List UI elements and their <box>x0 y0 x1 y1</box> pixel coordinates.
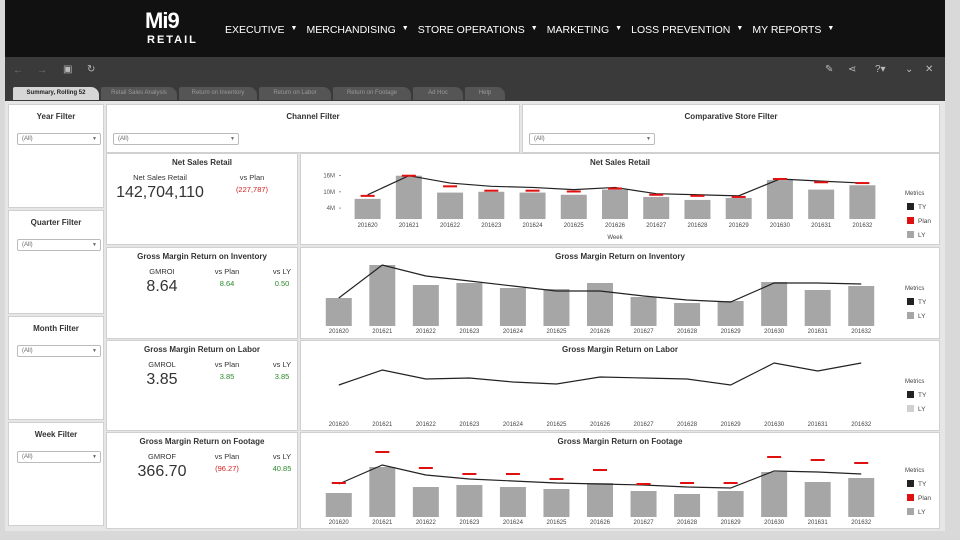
nav-menu[interactable]: MY REPORTS <box>752 24 822 36</box>
logo[interactable]: Mi9 <box>145 8 180 33</box>
back-icon[interactable]: ← <box>13 65 23 76</box>
dropdown[interactable]: (All) <box>17 345 101 357</box>
panel: Gross Margin Return on Footage GMROF 366.7… <box>106 432 298 529</box>
tab[interactable]: Summary, Rolling 52 <box>13 87 99 100</box>
filter-title: Week Filter <box>34 430 78 439</box>
kpi-delta: 14,033 <box>285 185 297 194</box>
filter-title: Quarter Filter <box>30 218 82 227</box>
kpi-label: vs Plan <box>214 452 240 461</box>
tab[interactable]: Return on Labor <box>259 87 331 100</box>
filter-title: Month Filter <box>33 324 79 333</box>
menu-caret: ▼ <box>827 25 835 32</box>
kpi-label: vs LY <box>272 452 292 461</box>
kpi-label: vs LY <box>272 360 292 369</box>
close-icon[interactable]: ✕ <box>925 64 934 75</box>
save-icon[interactable]: ▣ <box>63 64 73 75</box>
toolbar: ← → ▣ ↻ ✎ ⋖ ?▾ ⌄ ✕ <box>5 57 945 85</box>
edit-icon[interactable]: ✎ <box>825 64 834 75</box>
dropdown-caret: ▼ <box>92 136 97 142</box>
panel: Quarter Filter (All) ▼ <box>8 210 104 314</box>
panel: Gross Margin Return on Labor <box>300 340 940 431</box>
kpi-label: vs Plan <box>239 173 265 182</box>
kpi-value: 3.85 <box>146 371 178 388</box>
filter-title: Year Filter <box>36 112 76 121</box>
panel: Gross Margin Return on Labor GMROL 3.85 vs … <box>106 340 298 431</box>
dropdown[interactable]: (All) <box>17 451 101 463</box>
logo-sub: RETAIL <box>147 34 198 46</box>
nav-menu[interactable]: MERCHANDISING <box>306 24 396 36</box>
menu-caret: ▼ <box>615 25 623 32</box>
panel: Year Filter (All) ▼ <box>8 104 104 208</box>
kpi-delta: 3.85 <box>219 372 235 381</box>
kpi-delta: 0.50 <box>274 279 290 288</box>
kpi-title: Net Sales Retail <box>171 158 233 167</box>
panel: Net Sales Retail <box>300 153 940 245</box>
filter-title: Channel Filter <box>286 112 340 121</box>
kpi-title: Gross Margin Return on Inventory <box>137 252 267 261</box>
kpi-label: GMROF <box>148 452 176 461</box>
nav-menu[interactable]: EXECUTIVE <box>225 24 285 36</box>
collapse-icon[interactable]: ⌄ <box>905 64 914 75</box>
kpi-title: Gross Margin Return on Footage <box>139 437 265 446</box>
tab[interactable]: Return on Inventory <box>179 87 257 100</box>
dropdown-caret: ▼ <box>230 136 235 142</box>
chart-title: Gross Margin Return on Labor <box>561 345 678 354</box>
kpi-label: vs LY <box>285 173 297 182</box>
chart-title: Gross Margin Return on Inventory <box>555 252 685 261</box>
kpi-delta: (227,787) <box>235 185 269 194</box>
panel: Gross Margin Return on Footage <box>300 432 940 529</box>
kpi-label: vs LY <box>272 267 292 276</box>
kpi-value: 8.64 <box>146 278 178 295</box>
forward-icon[interactable]: → <box>37 65 47 76</box>
kpi-label: vs Plan <box>214 360 240 369</box>
tab-bar: Summary, Rolling 52 Retail Sales Analysis… <box>5 85 945 101</box>
help-icon[interactable]: ?▾ <box>875 64 886 75</box>
kpi-label: GMROI <box>149 267 175 276</box>
tab[interactable]: Ad Hoc <box>413 87 463 100</box>
dropdown[interactable]: (All) <box>529 133 655 145</box>
panel: Gross Margin Return on Inventory GMROI 8.6… <box>106 247 298 339</box>
menu-caret: ▼ <box>530 25 538 32</box>
top-nav: Mi9 RETAIL EXECUTIVE ▼ MERCHANDISING ▼ STORE… <box>5 0 945 57</box>
kpi-delta: (96.27) <box>215 464 239 473</box>
tab[interactable]: Help <box>465 87 505 100</box>
kpi-delta: 3.85 <box>274 372 290 381</box>
dropdown-caret: ▼ <box>92 454 97 460</box>
kpi-label: Net Sales Retail <box>133 173 187 182</box>
nav-menu[interactable]: LOSS PREVENTION <box>631 24 731 36</box>
kpi-delta: 40.85 <box>272 464 292 473</box>
tab[interactable]: Return on Footage <box>333 87 411 100</box>
dropdown-caret: ▼ <box>92 348 97 354</box>
chart-title: Net Sales Retail <box>589 158 651 167</box>
nav-menu[interactable]: STORE OPERATIONS <box>417 24 525 36</box>
dropdown[interactable]: (All) <box>113 133 239 145</box>
panel: Net Sales Retail Net Sales Retail 142,704,… <box>106 153 298 245</box>
kpi-label: GMROL <box>148 360 176 369</box>
kpi-label: vs Plan <box>214 267 240 276</box>
refresh-icon[interactable]: ↻ <box>87 64 96 75</box>
panel: Week Filter (All) ▼ <box>8 422 104 526</box>
panel: Gross Margin Return on Inventory <box>300 247 940 339</box>
panel: Month Filter (All) ▼ <box>8 316 104 420</box>
dropdown[interactable]: (All) <box>17 133 101 145</box>
panel: Channel Filter (All) ▼ <box>106 104 520 153</box>
kpi-value: 366.70 <box>137 463 187 480</box>
panel: Comparative Store Filter (All) ▼ <box>522 104 940 153</box>
dropdown[interactable]: (All) <box>17 239 101 251</box>
menu-caret: ▼ <box>401 25 409 32</box>
menu-caret: ▼ <box>290 25 298 32</box>
menu-caret: ▼ <box>736 25 744 32</box>
kpi-title: Gross Margin Return on Labor <box>143 345 260 354</box>
nav-menu[interactable]: MARKETING <box>546 24 610 36</box>
kpi-delta: 8.64 <box>219 279 235 288</box>
kpi-value: 142,704,110 <box>116 184 204 201</box>
dropdown-caret: ▼ <box>646 136 651 142</box>
dashboard: Year Filter (All) ▼ Quarter Filter (All) ▼ Mon… <box>5 101 945 531</box>
filter-title: Comparative Store Filter <box>684 112 778 121</box>
dropdown-caret: ▼ <box>92 242 97 248</box>
tab[interactable]: Retail Sales Analysis <box>101 87 177 100</box>
share-icon[interactable]: ⋖ <box>848 64 857 75</box>
chart-title: Gross Margin Return on Footage <box>557 437 683 446</box>
